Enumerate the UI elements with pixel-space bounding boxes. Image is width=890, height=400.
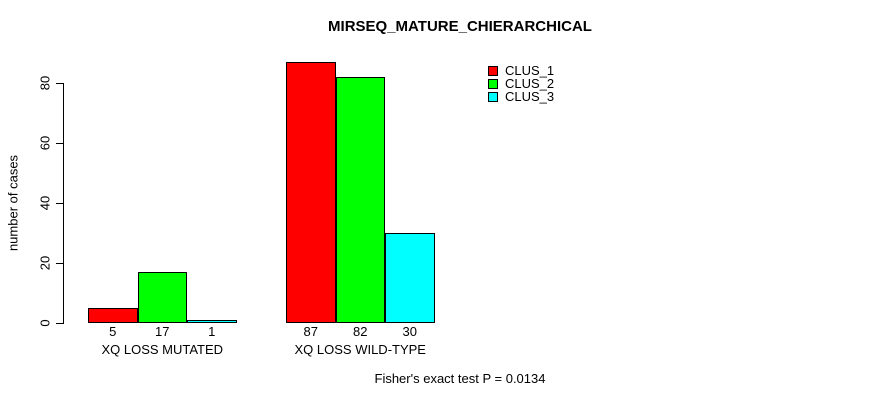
bar-value-label: 82 <box>353 324 368 339</box>
bar-value-label: 30 <box>402 324 417 339</box>
legend-label: CLUS_3 <box>505 89 555 104</box>
bar-value-label: 87 <box>303 324 318 339</box>
annotation-text: Fisher's exact test P = 0.0134 <box>374 371 546 386</box>
y-tick-mark <box>56 143 63 144</box>
legend-label: CLUS_2 <box>505 76 555 91</box>
bar-clus_1-group1 <box>88 308 138 323</box>
y-tick-label: 40 <box>37 195 53 211</box>
bar-clus_3-group1 <box>187 320 237 323</box>
bar-clus_1-group2 <box>286 62 336 323</box>
y-tick-mark <box>56 323 63 324</box>
bar-clus_3-group2 <box>385 233 435 323</box>
legend-entry-clus_2: CLUS_2 <box>488 77 554 90</box>
chart-title: MIRSEQ_MATURE_CHIERARCHICAL <box>328 18 592 35</box>
y-axis <box>63 83 64 324</box>
y-tick-mark <box>56 83 63 84</box>
legend-swatch-icon <box>488 78 498 89</box>
legend-swatch-icon <box>488 65 498 76</box>
x-category-label: XQ LOSS MUTATED <box>101 342 224 357</box>
bar-value-label: 17 <box>155 324 170 339</box>
bar-clus_2-group2 <box>335 77 385 323</box>
y-axis-label: number of cases <box>5 154 21 252</box>
x-category-label: XQ LOSS WILD-TYPE <box>294 342 426 357</box>
bar-value-label: 1 <box>208 324 216 339</box>
y-tick-label: 60 <box>37 135 53 151</box>
legend-swatch-icon <box>488 91 498 102</box>
legend: CLUS_1 CLUS_2 CLUS_3 <box>488 64 554 103</box>
y-tick-label: 80 <box>37 75 53 91</box>
bar-clus_2-group1 <box>137 272 187 323</box>
bar-value-label: 5 <box>109 324 117 339</box>
y-tick-mark <box>56 203 63 204</box>
y-tick-mark <box>56 263 63 264</box>
y-tick-label: 0 <box>37 319 53 327</box>
legend-label: CLUS_1 <box>505 63 555 78</box>
legend-entry-clus_1: CLUS_1 <box>488 64 554 77</box>
y-tick-label: 20 <box>37 255 53 271</box>
legend-entry-clus_3: CLUS_3 <box>488 90 554 103</box>
